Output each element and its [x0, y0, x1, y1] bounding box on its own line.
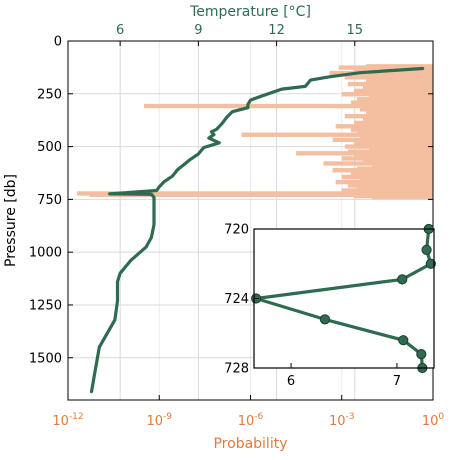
bottom-tick-label: 10-12 — [52, 412, 83, 429]
probability-band — [144, 103, 433, 109]
inset-point — [397, 274, 408, 285]
left-tick-label: 500 — [37, 140, 62, 155]
inset-point — [398, 335, 409, 346]
left-axis-label: Pressure [db] — [3, 174, 19, 267]
probability-band — [241, 132, 433, 137]
inset-point — [425, 258, 436, 269]
temperature-line — [89, 66, 425, 394]
top-tick-label: 6 — [116, 23, 124, 38]
inset-x-tick-label: 6 — [287, 374, 295, 389]
top-tick-label: 9 — [194, 23, 202, 38]
inset-y-tick-label: 724 — [224, 292, 249, 307]
top-tick-label: 12 — [268, 23, 285, 38]
inset-ticks: 6 7 720 724 728 — [224, 223, 401, 390]
top-tick-label: 15 — [347, 23, 364, 38]
inset-x-tick-label: 7 — [393, 374, 401, 389]
inset-point — [416, 349, 427, 360]
left-tick-label: 0 — [54, 35, 62, 50]
left-tick-label: 750 — [37, 193, 62, 208]
inset-point — [319, 314, 331, 325]
probability-band — [329, 70, 433, 76]
probability-series — [77, 64, 434, 200]
probability-band — [296, 151, 433, 156]
probability-band — [372, 195, 433, 200]
inset-y-tick-label: 728 — [224, 362, 249, 377]
bottom-tick-label: 10-3 — [329, 412, 355, 429]
left-tick-label: 1000 — [29, 246, 62, 261]
left-axis-ticks: 0 250 500 750 1000 1250 1500 — [29, 35, 433, 366]
inset-point — [421, 244, 432, 255]
bottom-tick-label: 10-9 — [146, 412, 172, 429]
inset-y-tick-label: 720 — [224, 223, 249, 238]
bottom-axis-ticks: 10-12 10-9 10-6 10-3 100 — [52, 395, 444, 429]
probability-band — [89, 192, 434, 197]
temperature-series — [89, 66, 425, 394]
bottom-tick-label: 100 — [422, 412, 445, 429]
bottom-axis-label: Probability — [213, 436, 287, 452]
left-tick-label: 1500 — [29, 351, 62, 366]
bottom-tick-label: 10-6 — [238, 412, 264, 429]
left-tick-label: 250 — [37, 87, 62, 102]
top-axis-label: Temperature [°C] — [189, 4, 311, 20]
inset-chart: 6 7 720 724 728 — [224, 223, 436, 390]
inset-background — [254, 229, 434, 368]
left-tick-label: 1250 — [29, 298, 62, 313]
top-axis-ticks: 6 9 12 15 — [116, 23, 363, 46]
